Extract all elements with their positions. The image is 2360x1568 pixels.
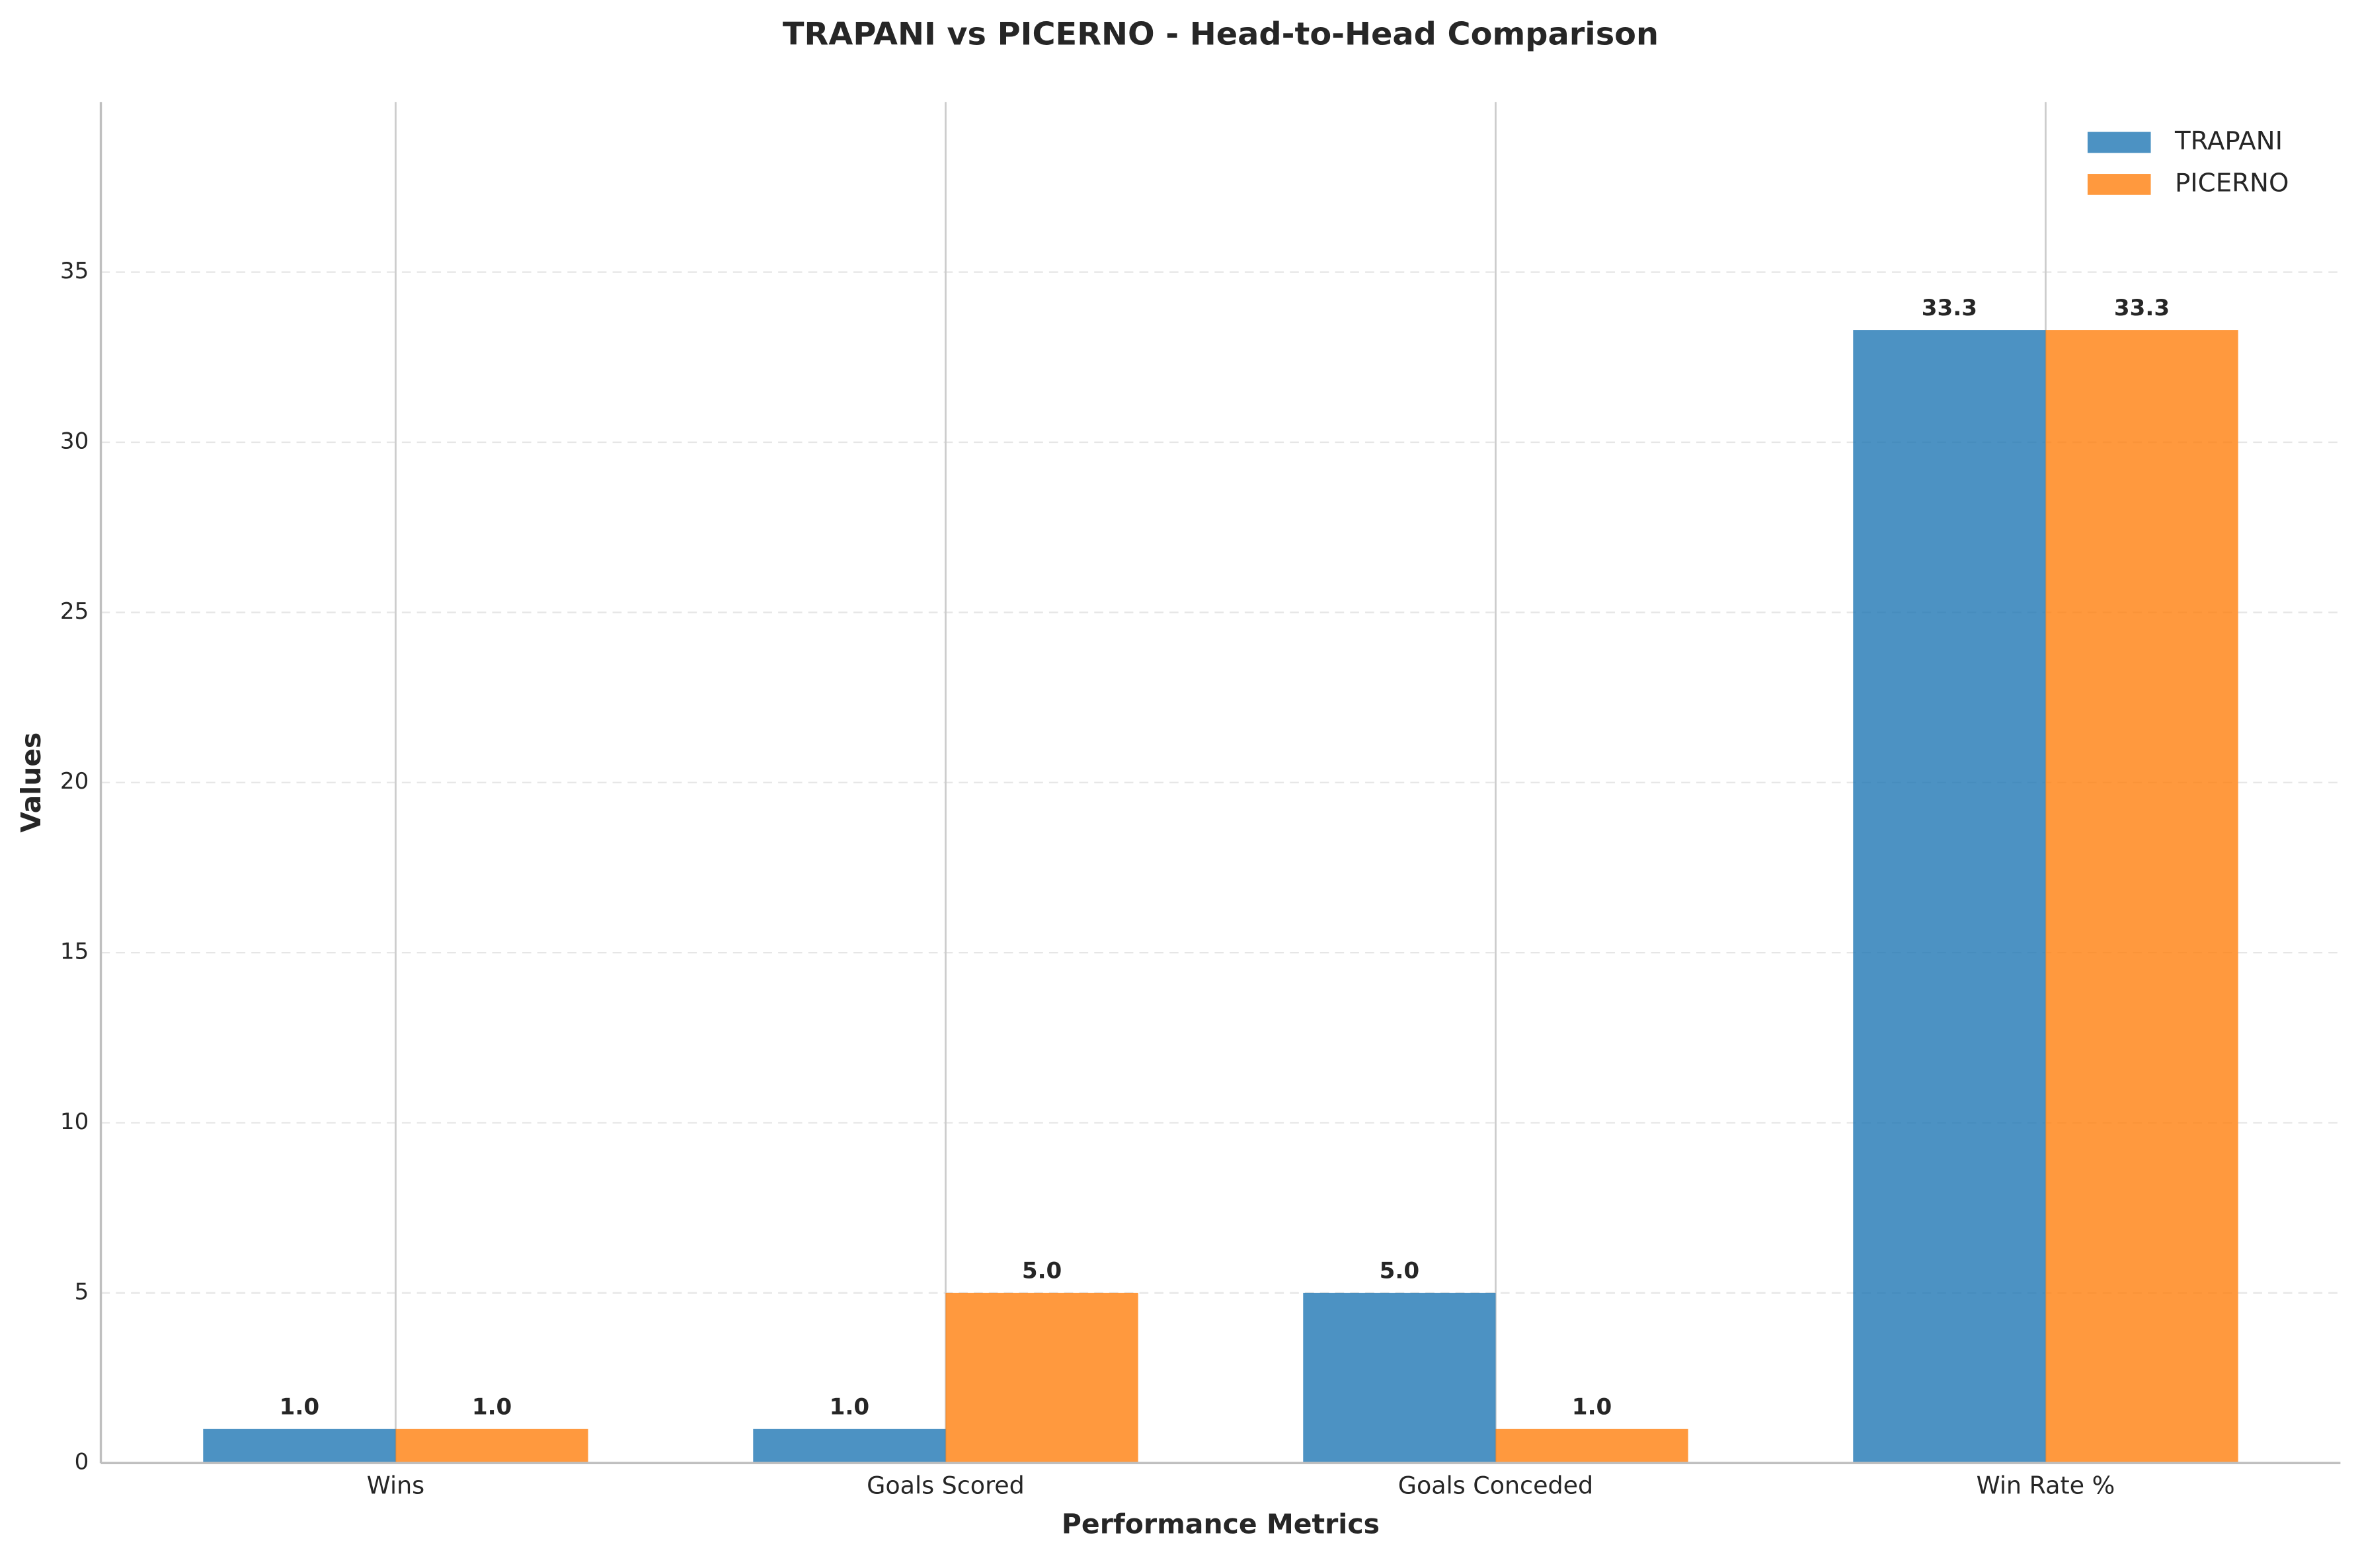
bar <box>1853 330 2046 1464</box>
y-tick-label: 20 <box>60 768 89 795</box>
y-tick-label: 35 <box>60 258 89 284</box>
value-label: 33.3 <box>1922 295 1977 321</box>
value-label: 1.0 <box>1572 1394 1612 1421</box>
value-label: 5.0 <box>1380 1258 1419 1284</box>
value-label: 1.0 <box>472 1394 512 1421</box>
bar <box>2045 330 2238 1464</box>
chart-title: TRAPANI vs PICERNO - Head-to-Head Compar… <box>783 16 1659 52</box>
legend-swatch <box>2087 132 2151 153</box>
value-label: 33.3 <box>2114 295 2170 321</box>
bar <box>1303 1292 1496 1464</box>
x-tick-label: Goals Scored <box>867 1471 1025 1500</box>
bar <box>753 1429 946 1464</box>
x-tick-label: Wins <box>367 1471 424 1500</box>
bar <box>395 1429 588 1464</box>
bar <box>1495 1429 1688 1464</box>
value-label: 5.0 <box>1022 1258 1062 1284</box>
y-tick-label: 30 <box>60 428 89 455</box>
bar <box>203 1429 396 1464</box>
y-tick-label: 5 <box>75 1278 89 1305</box>
value-label: 1.0 <box>280 1394 319 1421</box>
legend-label: PICERNO <box>2175 168 2289 198</box>
x-tick-label: Goals Conceded <box>1398 1471 1593 1500</box>
x-axis-label: Performance Metrics <box>1062 1509 1380 1540</box>
x-tick-label: Win Rate % <box>1977 1471 2115 1500</box>
legend-swatch <box>2087 174 2151 195</box>
y-tick-label: 10 <box>60 1109 89 1135</box>
y-tick-label: 15 <box>60 939 89 965</box>
bar <box>945 1292 1138 1464</box>
legend-label: TRAPANI <box>2174 126 2283 156</box>
y-axis-label: Values <box>15 732 47 833</box>
value-label: 1.0 <box>830 1394 869 1421</box>
y-tick-label: 0 <box>75 1449 89 1475</box>
y-tick-label: 25 <box>60 598 89 625</box>
